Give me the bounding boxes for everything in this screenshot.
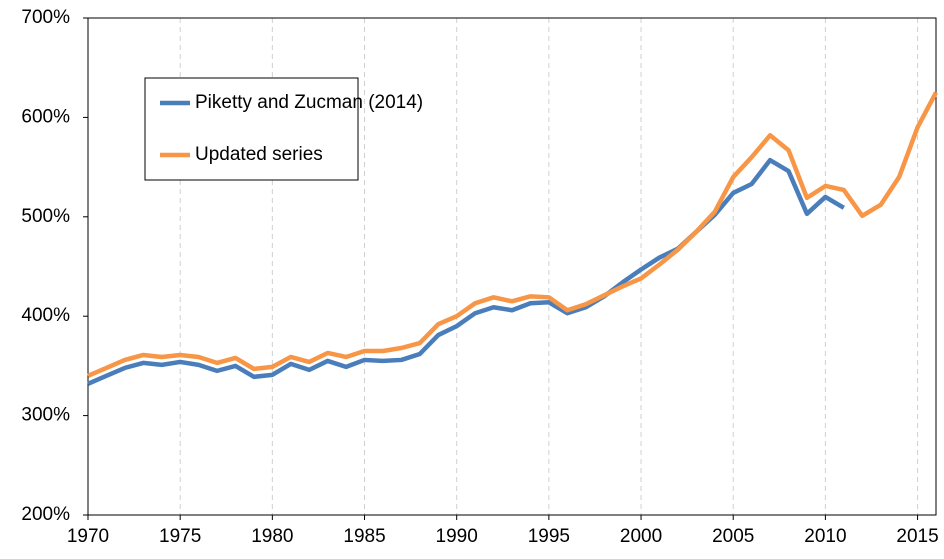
y-tick-label: 400% (21, 305, 70, 326)
y-tick-label: 200% (21, 504, 70, 525)
legend-label: Updated series (195, 144, 323, 165)
y-tick-label: 300% (21, 405, 70, 426)
x-tick-label: 1980 (251, 526, 293, 547)
x-tick-label: 1985 (343, 526, 385, 547)
x-tick-label: 2005 (712, 526, 754, 547)
x-tick-label: 2000 (620, 526, 662, 547)
series-line (87, 157, 845, 386)
y-tick-label: 600% (21, 106, 70, 127)
x-tick-label: 1990 (436, 526, 478, 547)
series-line (87, 91, 938, 378)
x-tick-label: 2015 (896, 526, 938, 547)
legend-label: Piketty and Zucman (2014) (195, 92, 423, 113)
x-tick-label: 1975 (159, 526, 201, 547)
x-tick-label: 1995 (528, 526, 570, 547)
legend-box (144, 77, 359, 181)
x-tick-label: 2010 (804, 526, 846, 547)
y-tick-label: 500% (21, 206, 70, 227)
y-tick-label: 700% (21, 7, 70, 28)
x-tick-label: 1970 (67, 526, 109, 547)
plot-frame (87, 17, 937, 516)
